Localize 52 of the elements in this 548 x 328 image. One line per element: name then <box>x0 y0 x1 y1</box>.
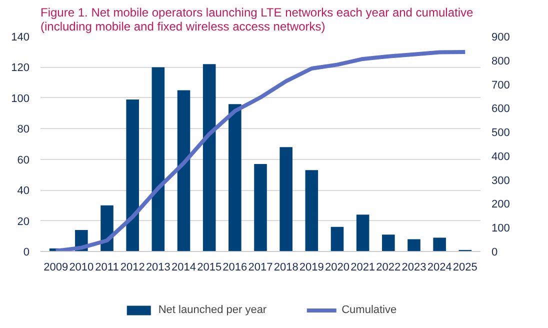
y2-tick-label: 400 <box>492 150 510 163</box>
bar <box>408 239 420 252</box>
x-tick-label: 2020 <box>325 262 350 274</box>
y2-tick-label: 0 <box>492 246 498 258</box>
legend-label: Net launched per year <box>158 304 267 316</box>
bar <box>433 238 446 252</box>
line-series <box>54 50 468 252</box>
x-tick-label: 2009 <box>44 262 68 274</box>
x-tick-label: 2017 <box>248 262 273 274</box>
x-tick-label: 2014 <box>172 262 196 274</box>
y-tick-label: 140 <box>11 32 30 44</box>
x-tick-label: 2022 <box>376 262 401 274</box>
x-tick-label: 2016 <box>222 262 248 274</box>
x-tick-label: 2023 <box>402 262 426 274</box>
bar <box>126 99 139 252</box>
x-tick-label: 2013 <box>146 262 170 274</box>
x-tick-label: 2018 <box>274 262 298 274</box>
bar <box>305 170 318 252</box>
y2-tick-label: 800 <box>492 55 510 68</box>
x-tick-label: 2011 <box>95 262 119 274</box>
y2-tick-label: 200 <box>492 198 510 211</box>
x-tick-label: 2019 <box>299 262 324 274</box>
x-tick-label: 2025 <box>452 262 478 274</box>
y-tick-label: 20 <box>17 216 30 228</box>
x-tick-label: 2024 <box>427 262 452 274</box>
y2-tick-label: 900 <box>492 32 510 44</box>
y2-tick-label: 300 <box>492 174 510 187</box>
bar <box>356 214 370 252</box>
y-tick-label: 100 <box>11 92 30 105</box>
x-tick-label: 2012 <box>120 262 145 274</box>
legend-label: Cumulative <box>342 304 397 316</box>
bar <box>330 226 344 252</box>
bar <box>228 104 242 252</box>
x-tick-label: 2021 <box>350 262 376 274</box>
bar <box>202 64 216 252</box>
y-tick-label: 80 <box>17 124 30 136</box>
y2-tick-label: 700 <box>492 79 510 92</box>
x-tick-label: 2010 <box>69 262 94 274</box>
bar <box>280 147 292 252</box>
bar <box>177 90 190 252</box>
bar <box>254 164 267 252</box>
y2-tick-label: 100 <box>492 222 510 235</box>
y-tick-label: 60 <box>17 154 30 166</box>
y2-tick-label: 600 <box>492 103 510 116</box>
y2-tick-label: 500 <box>492 127 510 140</box>
y-tick-label: 40 <box>17 185 30 198</box>
x-tick-label: 2015 <box>197 262 222 274</box>
y-tick-label: 120 <box>11 62 30 74</box>
bar <box>382 234 395 252</box>
y-tick-label: 0 <box>23 246 30 258</box>
bar <box>152 67 165 252</box>
chart-title: Figure 1. Net mobile operators launching LTE networks each year and cumulative (including mobile and fixed wireless access networks) <box>40 6 474 34</box>
